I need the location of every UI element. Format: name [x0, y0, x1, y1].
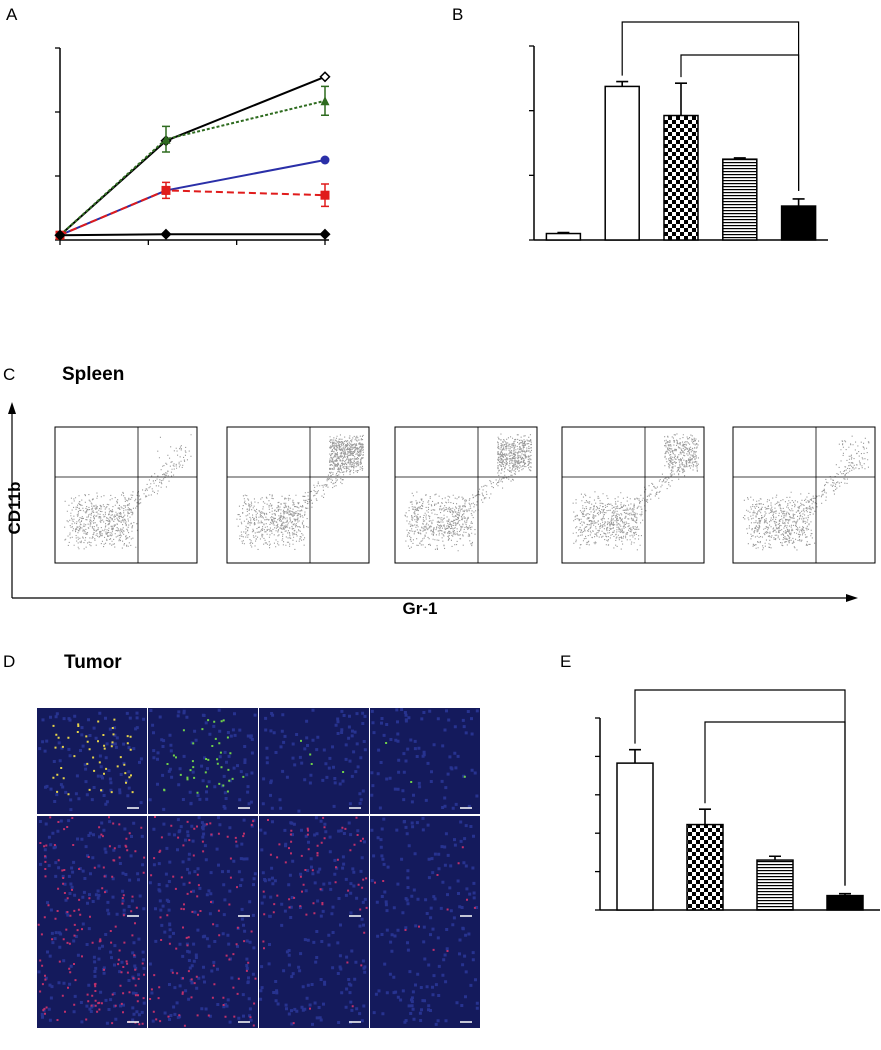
micrograph-nuclei [261, 708, 367, 813]
flow-plot-events [236, 434, 364, 550]
error-bar-vr-2 [675, 82, 687, 116]
bar-il-13pe [756, 859, 794, 911]
micrograph-mdsc-pbs [37, 708, 147, 814]
gr1-axis-arrow [846, 594, 858, 602]
bar-il13pe-vr-2 [780, 205, 817, 241]
micrograph-arginase-1-il13-pe [259, 816, 369, 922]
series-line-il-13pe [59, 159, 326, 237]
micrograph-green-signal [52, 718, 134, 796]
series-line-pbs [59, 75, 326, 236]
micrograph-arginase-1-pbs [37, 816, 147, 922]
significance-bracket [621, 21, 800, 191]
flow-plot-events [572, 433, 700, 551]
gr1-axis-label: Gr-1 [403, 599, 438, 618]
flow-plot-il-13pe-vr-2 [732, 426, 876, 564]
point-il13pe-vr-2 [320, 190, 330, 200]
micrograph-green-signal [300, 739, 345, 773]
micrograph-mdsc-il13-pe [259, 708, 369, 814]
bar-pbs [604, 85, 640, 241]
flow-plot-events [404, 433, 532, 552]
point-no-tumor-bearing [54, 229, 66, 241]
flow-plot-frame [394, 426, 538, 564]
flow-plot-frame [54, 426, 198, 564]
micrograph-background [148, 922, 258, 1028]
point-pbs [319, 71, 331, 83]
micrograph-red-signal [39, 816, 146, 920]
significance-bracket [704, 721, 846, 886]
error-bar-il13pe-vr-2 [792, 198, 805, 207]
series-line-vr-2 [59, 99, 326, 236]
micrograph-background [259, 922, 369, 1028]
tumor-title: Tumor [64, 652, 122, 673]
error-bar-pbs [616, 80, 629, 87]
micrograph-inos-il13-pe [259, 922, 369, 1028]
bar-vr-2 [686, 823, 724, 911]
series-line-no-tumor-bearing [59, 233, 325, 237]
point-vr-2 [161, 134, 171, 144]
bar-no-tumor [545, 232, 582, 241]
micrograph-background [259, 708, 369, 814]
micrograph-nuclei [370, 816, 479, 920]
point-no-tumor-bearing [160, 228, 172, 240]
flow-plot-events [742, 435, 870, 551]
flow-plot-frame [732, 426, 876, 564]
point-il-13pe [320, 155, 330, 165]
point-vr-2 [320, 96, 330, 106]
panel-letter-a: A [6, 5, 18, 24]
significance-bracket [634, 689, 846, 886]
panel-letter-b: B [452, 5, 463, 24]
micrograph-nuclei [148, 816, 257, 921]
bar-pbs [616, 762, 654, 911]
micrograph-background [370, 816, 480, 922]
bar-vr-2 [663, 114, 699, 241]
cd11b-axis-arrow [8, 402, 16, 414]
error-bar-pbs [629, 748, 641, 764]
micrograph-nuclei [148, 922, 256, 1024]
panel-letter-c: C [3, 365, 15, 384]
micrograph-mdsc-vr-2 [148, 708, 258, 814]
micrograph-inos-pbs [37, 922, 147, 1028]
bar-chart-b [529, 21, 828, 241]
cd11b-axis-label: CD11b [5, 482, 24, 535]
panel-letter-d: D [3, 652, 15, 671]
micrograph-background [370, 922, 480, 1028]
micrograph-arginase-1-vr-2 [148, 816, 258, 922]
micrograph-background [370, 708, 480, 814]
bar-il-13pe [722, 158, 758, 241]
micrograph-inos-vr-2 [148, 922, 258, 1028]
micrograph-nuclei [38, 711, 146, 812]
micrograph-red-signal [37, 922, 146, 1026]
micrograph-background [148, 708, 258, 814]
flow-plot-il-13pe [561, 426, 705, 564]
point-il13pe-vr-2 [161, 185, 171, 195]
significance-bracket [680, 54, 800, 191]
bar-chart-e [595, 689, 880, 911]
micrograph-inos-il13-pe-vr-2 [370, 922, 480, 1028]
micrograph-nuclei [370, 708, 479, 810]
micrograph-red-signal [149, 923, 257, 1027]
flow-plot-vr-2 [394, 426, 538, 564]
flow-plot-no-tumor [54, 426, 198, 564]
micrograph-mdsc-il13-pe-vr-2 [370, 708, 480, 814]
micrograph-arginase-1-il13-pe-vr-2 [370, 816, 480, 922]
micrograph-grid-d [37, 708, 480, 1028]
flow-plots-c [54, 426, 876, 564]
point-no-tumor-bearing [319, 228, 331, 240]
panel-letter-e: E [560, 652, 571, 671]
bar-il13pe-vr-2 [826, 894, 864, 911]
flow-plot-frame [561, 426, 705, 564]
error-bar-vr-2 [699, 808, 711, 825]
micrograph-nuclei [372, 923, 479, 1026]
series-line-il13pe-vr-2 [59, 189, 326, 237]
line-chart-a [54, 47, 331, 245]
spleen-title: Spleen [62, 364, 124, 385]
micrograph-nuclei [37, 922, 146, 1025]
flow-plot-pbs [226, 426, 370, 564]
